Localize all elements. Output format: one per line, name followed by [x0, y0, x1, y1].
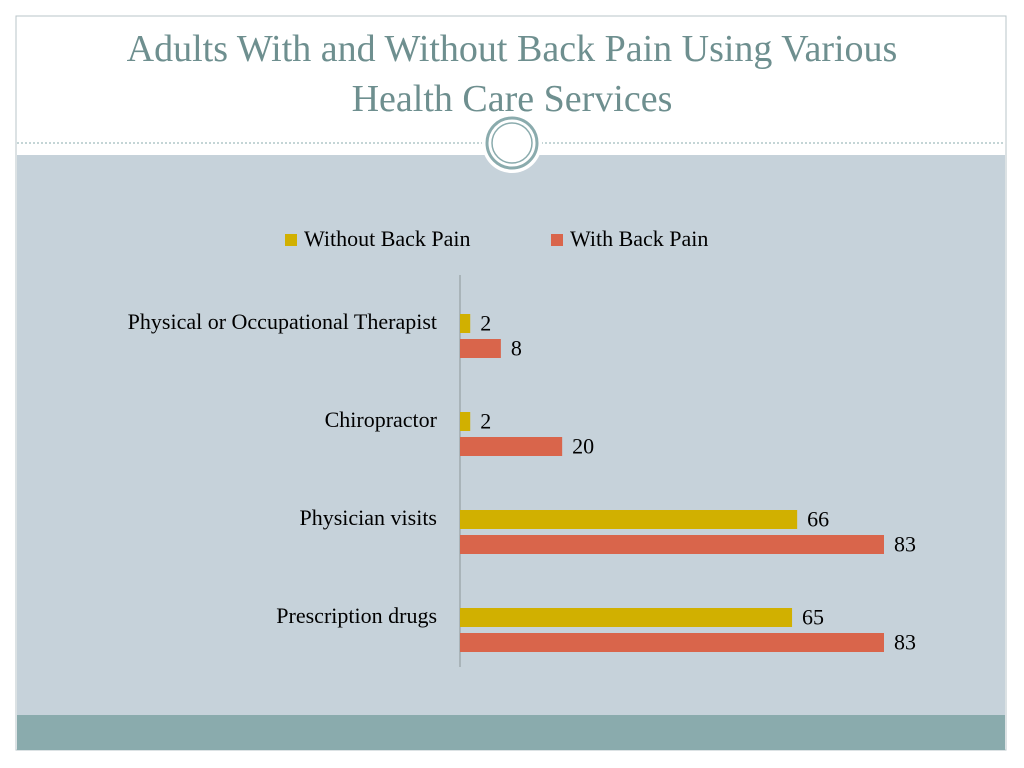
data-label: 20	[572, 434, 594, 459]
data-label: 8	[511, 336, 522, 361]
legend-swatch	[285, 234, 297, 246]
bar	[460, 608, 793, 627]
legend-swatch	[551, 234, 563, 246]
bar	[460, 437, 563, 456]
data-label: 65	[802, 605, 824, 630]
bar	[460, 412, 471, 431]
category-label: Chiropractor	[325, 407, 438, 432]
data-label: 83	[894, 630, 916, 655]
category-label: Prescription drugs	[276, 603, 437, 628]
data-label: 2	[480, 409, 491, 434]
ornament-inner	[491, 122, 533, 164]
legend-label: Without Back Pain	[304, 226, 471, 251]
data-label: 83	[894, 532, 916, 557]
bar	[460, 339, 501, 358]
category-label: Physician visits	[299, 505, 437, 530]
data-label: 2	[480, 311, 491, 336]
data-label: 66	[807, 507, 829, 532]
chart-title: Adults With and Without Back Pain Using …	[126, 28, 898, 120]
bar	[460, 510, 798, 529]
content-background	[17, 155, 1005, 715]
category-label: Physical or Occupational Therapist	[128, 309, 437, 334]
bar	[460, 535, 884, 554]
footer-band	[17, 715, 1005, 750]
bar	[460, 314, 471, 333]
bar	[460, 633, 884, 652]
legend-label: With Back Pain	[570, 226, 708, 251]
